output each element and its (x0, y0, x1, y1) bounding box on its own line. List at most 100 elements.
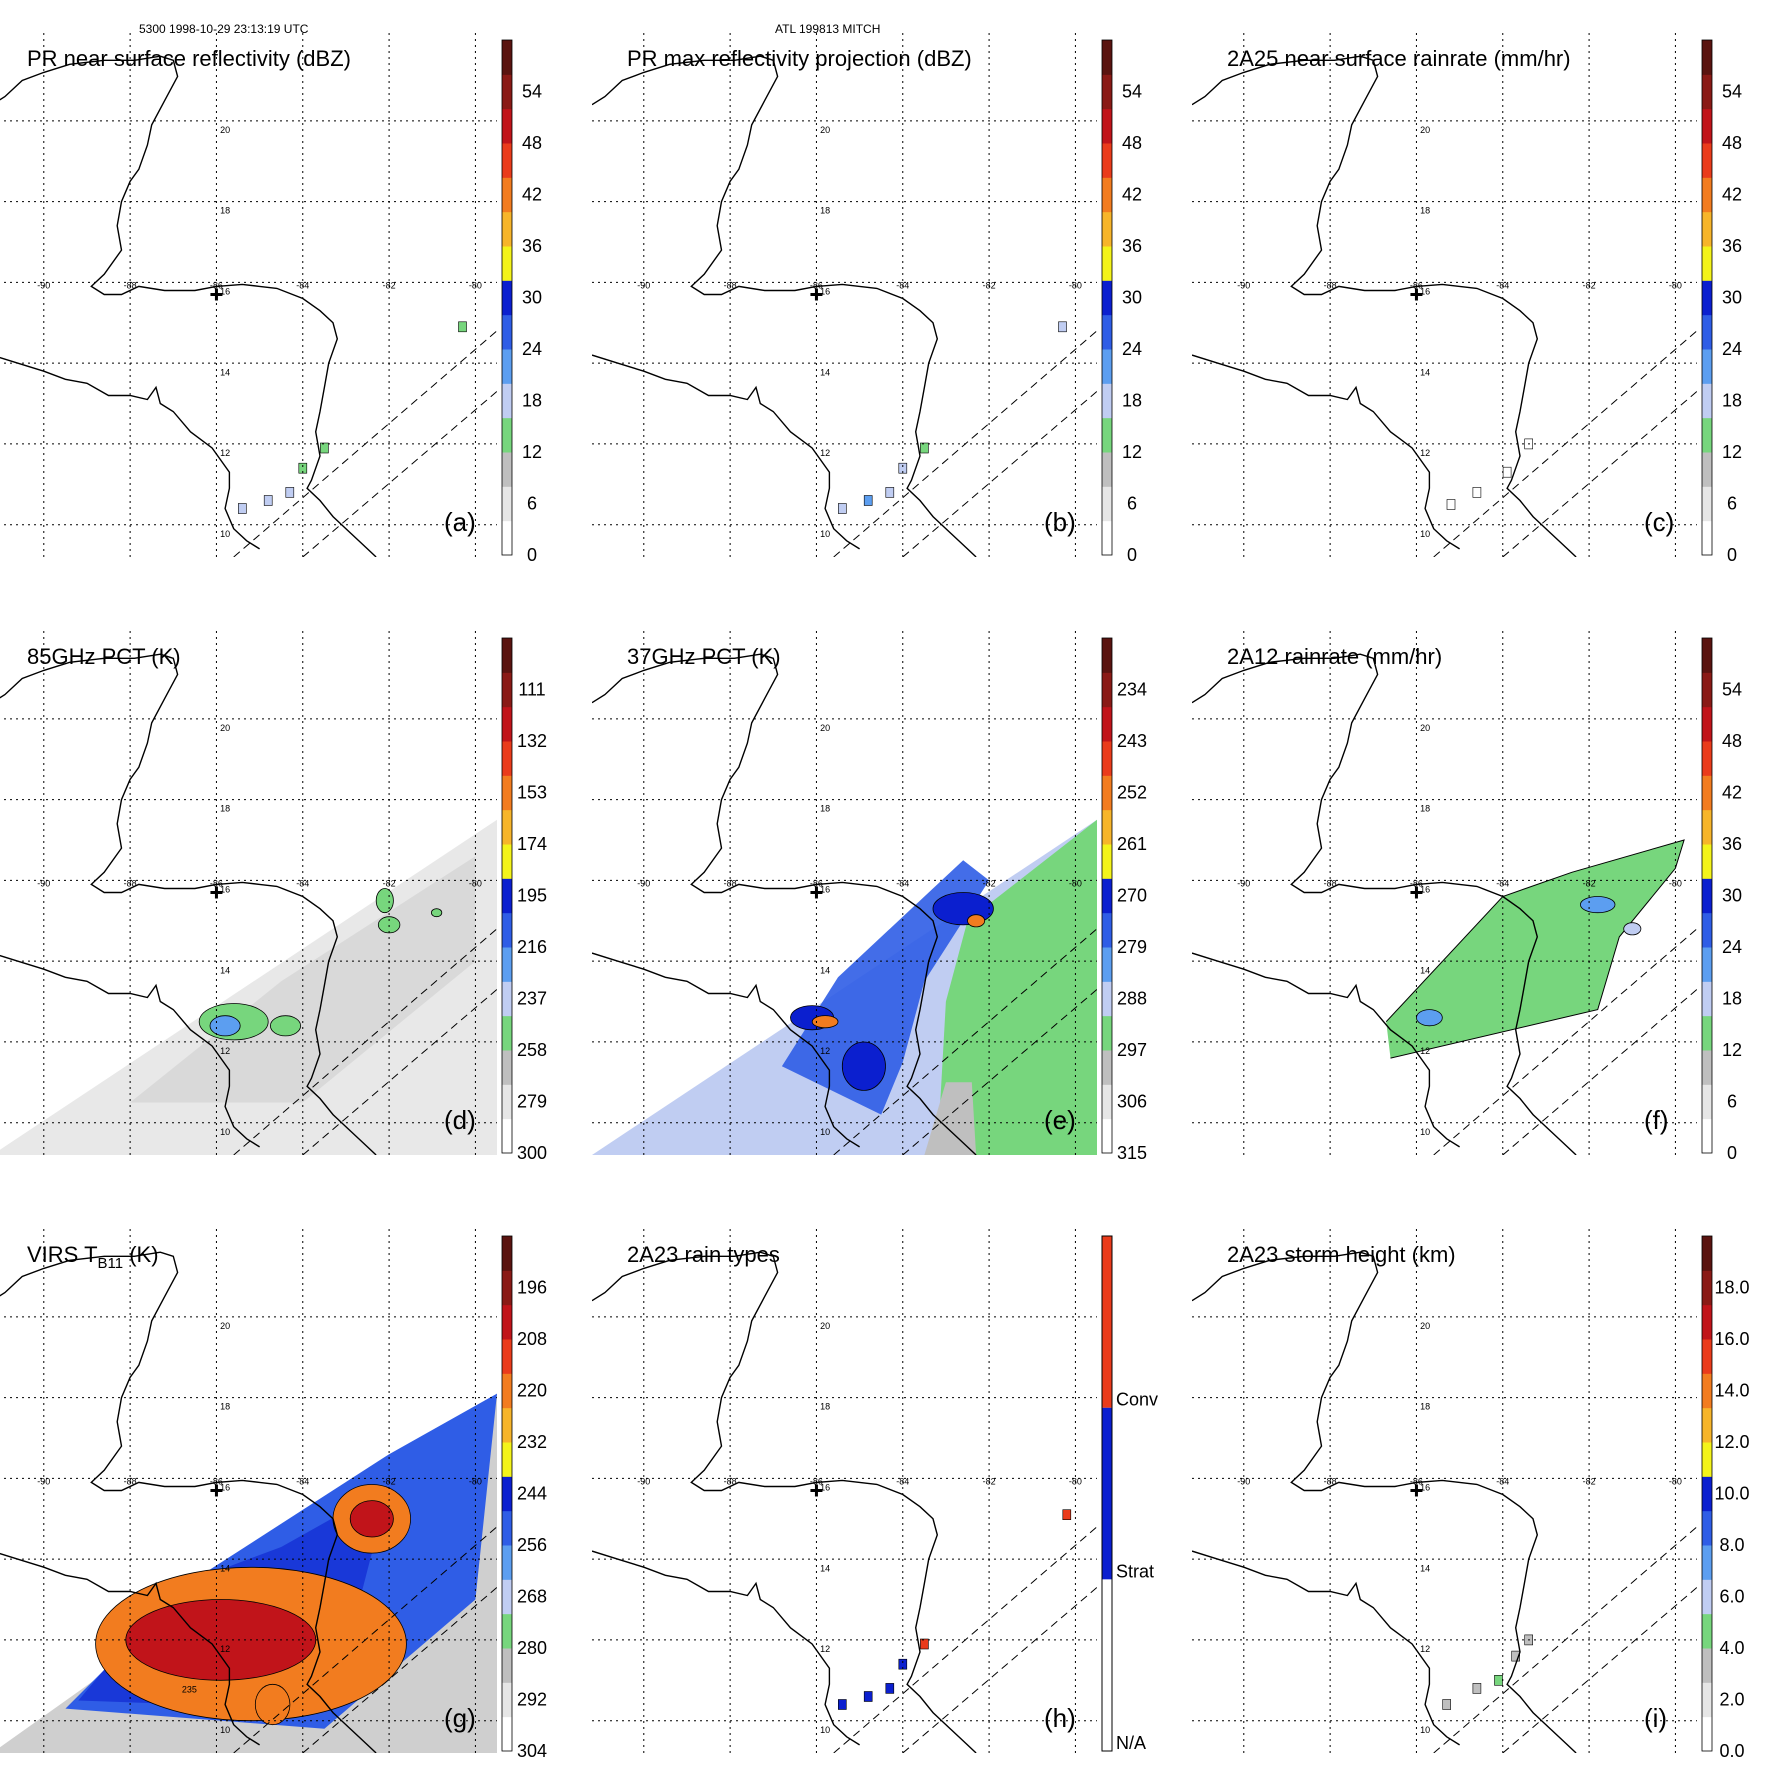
lon-tick-label: -84 (1496, 280, 1509, 290)
colorbar-segment (1102, 844, 1112, 879)
colorbar-segment (1102, 211, 1112, 247)
colorbar-segment (1102, 878, 1112, 914)
cross-icon (1410, 886, 1423, 899)
lon-tick-label: -86 (1410, 1476, 1423, 1486)
colorbar-segment (502, 1339, 512, 1374)
colorbar-segment (1702, 280, 1712, 316)
colorbar-segment (1102, 1579, 1112, 1751)
rain-cell (458, 321, 467, 333)
cross-icon (1410, 1484, 1423, 1497)
lat-tick-label: 14 (220, 965, 230, 975)
map-a: -90 -88 -86 -84 -82 -80 10 12 14 16 18 20 (0, 32, 497, 557)
lat-tick-label: 18 (1420, 1402, 1430, 1412)
colorbar-segment (502, 844, 512, 879)
map-i: -90 -88 -86 -84 -82 -80 10 12 14 16 18 20 (1192, 1228, 1697, 1753)
pr-swath-edge (1502, 1587, 1697, 1753)
colorbar-tick: 30 (1722, 886, 1742, 906)
cross-icon (210, 1484, 223, 1497)
colorbar-b: 0 6 12 18 24 30 36 42 48 54 (1101, 39, 1142, 565)
panel-f: -90 -88 -86 -84 -82 -80 10 12 14 16 18 20 2A12 rainr… (1192, 630, 1742, 1163)
colorbar-segment (1702, 672, 1712, 708)
pr-swath-edge (302, 989, 497, 1155)
colorbar-segment (1702, 143, 1712, 178)
rain-cell (863, 1691, 873, 1702)
lon-tick-label: -80 (1069, 1476, 1082, 1486)
rain-feature (349, 1500, 394, 1538)
colorbar-tick: 18.0 (1714, 1278, 1749, 1298)
colorbar-g: 304 292 280 268 256 244 232 220 208 196 (501, 1235, 547, 1761)
lat-tick-label: 14 (820, 965, 830, 975)
map-e: -90 -88 -86 -84 -82 -80 10 12 14 16 18 20 (592, 630, 1097, 1155)
colorbar-segment (1702, 452, 1712, 487)
rain-feature (375, 888, 394, 914)
lat-tick-label: 10 (820, 529, 830, 539)
colorbar-segment (502, 40, 512, 75)
cold-region (781, 860, 990, 1115)
coastline-pacific (1192, 354, 1460, 550)
colorbar-segment (1702, 706, 1712, 742)
colorbar-segment (1102, 40, 1112, 75)
colorbar-tick: 304 (517, 1741, 547, 1761)
lon-tick-label: -82 (1583, 1476, 1596, 1486)
colorbar-segment (502, 383, 512, 419)
lat-tick-label: 20 (1420, 125, 1430, 135)
colorbar-segment (502, 417, 512, 453)
rain-cell (1502, 466, 1512, 478)
colorbar-segment (502, 638, 512, 673)
panel-title: 2A12 rainrate (mm/hr) (1227, 644, 1442, 669)
colorbar-segment (1102, 981, 1112, 1017)
lon-tick-label: -90 (37, 280, 50, 290)
colorbar-segment (502, 211, 512, 247)
colorbar-tick: 16.0 (1714, 1329, 1749, 1349)
colorbar-segment (1102, 672, 1112, 708)
colorbar-tick: 132 (517, 731, 547, 751)
colorbar-segment (1702, 1648, 1712, 1683)
panel-d: -90 -88 -86 -84 -82 -80 10 12 14 16 18 20 85GHz PCT … (0, 630, 547, 1163)
rain-cell (263, 495, 273, 506)
colorbar-segment (1102, 775, 1112, 811)
colorbar-tick: 196 (517, 1278, 547, 1298)
coastline (1192, 55, 1577, 557)
colorbar-segment (1102, 349, 1112, 384)
colorbar-segment (502, 1084, 512, 1120)
colorbar-segment (502, 1442, 512, 1477)
rain-cell (1442, 1699, 1451, 1710)
colorbar-tick: 292 (517, 1690, 547, 1710)
lon-tick-label: -88 (1324, 280, 1337, 290)
colorbar-segment (1702, 1270, 1712, 1306)
lat-tick-label: 12 (220, 448, 230, 458)
colorbar-segment (502, 452, 512, 487)
colorbar-tick: 12.0 (1714, 1432, 1749, 1452)
colorbar-segment (1102, 486, 1112, 522)
colorbar-segment (1702, 1545, 1712, 1580)
coastline (0, 653, 377, 1155)
rain-cell (1446, 499, 1456, 510)
lon-tick-label: -88 (724, 878, 737, 888)
colorbar-segment (1702, 1118, 1712, 1154)
coastline-pacific (1192, 1550, 1460, 1746)
rain-cell (1511, 1650, 1521, 1662)
colorbar-tick: 18 (522, 391, 542, 411)
lon-tick-label: -82 (383, 878, 396, 888)
map-f: -90 -88 -86 -84 -82 -80 10 12 14 16 18 20 (1192, 630, 1697, 1155)
lat-tick-label: 18 (1420, 804, 1430, 814)
pr-swath-edge (1433, 1526, 1697, 1753)
colorbar-segment (1102, 1015, 1112, 1051)
pr-swath-edge (833, 330, 1097, 557)
colorbar-tick: 6 (527, 494, 537, 514)
lat-tick-label: 18 (220, 206, 230, 216)
map-g: -90 -88 -86 -84 -82 -80 10 12 14 16 18 20 235 (0, 1228, 497, 1753)
colorbar-segment (1102, 452, 1112, 487)
lat-tick-label: 12 (1420, 448, 1430, 458)
coastline-pacific (0, 954, 260, 1148)
colorbar-segment (502, 981, 512, 1017)
colorbar-segment (1702, 74, 1712, 110)
rain-cell (238, 503, 247, 514)
coastline (592, 653, 977, 1155)
colorbar-segment (502, 1648, 512, 1683)
colorbar-tick: 36 (1122, 236, 1142, 256)
title-subscript: B11 (98, 1255, 124, 1272)
colorbar-segment (1702, 108, 1712, 144)
lon-tick-label: -88 (724, 280, 737, 290)
rain-feature (269, 1015, 301, 1037)
